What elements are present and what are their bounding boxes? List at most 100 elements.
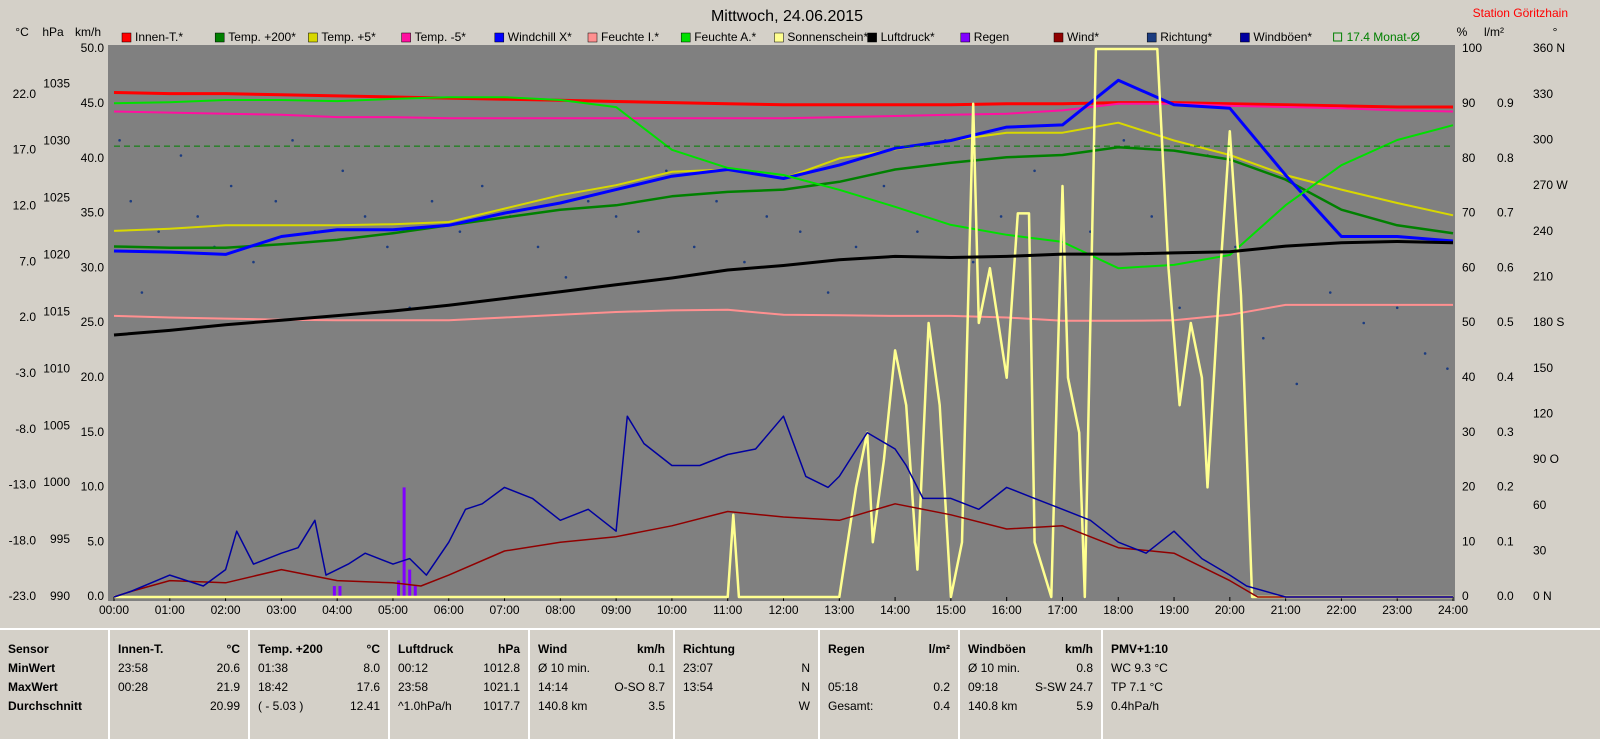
direction-dot <box>1423 352 1427 355</box>
y-tick-label: 50.0 <box>81 41 105 55</box>
axis-unit: % <box>1457 25 1468 39</box>
y-tick-label: 17.0 <box>13 143 37 157</box>
y-tick-label: 1005 <box>43 418 70 432</box>
direction-dot <box>586 199 590 203</box>
x-tick-label: 14:00 <box>880 603 910 617</box>
cell-right: 0.8 <box>1076 661 1093 675</box>
direction-dot <box>341 169 345 173</box>
y-tick-label: 60 <box>1533 498 1547 512</box>
cell-right: 5.9 <box>1076 699 1093 713</box>
table-column: Sensor MinWert MaxWert Durchschnitt <box>0 630 108 739</box>
column-title: Luftdruck <box>398 642 454 656</box>
y-tick-label: 1025 <box>43 190 70 204</box>
cell-left: Ø 10 min. <box>538 661 591 675</box>
series-line <box>113 415 1453 598</box>
station-name: Station Göritzhain <box>1473 6 1568 20</box>
column-title: Temp. +200 <box>258 642 323 656</box>
y-tick-label: 60 <box>1462 260 1476 274</box>
legend-label: Temp. -5* <box>415 30 467 44</box>
cell-right: N <box>801 661 810 675</box>
y-tick-label: 20.0 <box>81 370 105 384</box>
direction-dot <box>916 230 919 233</box>
cell-left: 00:28 <box>118 680 149 694</box>
axis-unit: hPa <box>42 25 64 39</box>
direction-dot <box>882 184 886 188</box>
x-tick-label: 12:00 <box>768 603 798 617</box>
series-line <box>113 240 1454 337</box>
direction-dot <box>854 245 858 249</box>
y-tick-label: 0.0 <box>1497 589 1514 603</box>
direction-dot <box>430 199 434 203</box>
cell-left: WC 9.3 °C <box>1111 661 1168 675</box>
y-tick-label: 330 <box>1533 87 1553 101</box>
column-unit: °C <box>226 642 240 656</box>
y-tick-label: 100 <box>1462 41 1482 55</box>
cell-left: 23:58 <box>118 661 149 675</box>
y-tick-label: 0.9 <box>1497 96 1514 110</box>
x-tick-label: 02:00 <box>211 603 241 617</box>
y-tick-label: 90 O <box>1533 452 1559 466</box>
legend-swatch <box>214 32 225 43</box>
cell-right: 0.4 <box>933 699 950 713</box>
table-column: Wind km/h Ø 10 min. 0.1 14:14 O-SO 8.7 140.8 k… <box>528 630 673 739</box>
direction-dot <box>1295 382 1299 386</box>
column-title: Regen <box>828 642 865 656</box>
y-tick-label: 40.0 <box>81 151 105 165</box>
rain-bar <box>408 569 412 597</box>
y-tick-label: 12.0 <box>13 199 37 213</box>
y-tick-label: 0.3 <box>1497 425 1514 439</box>
table-column: Windböen km/h Ø 10 min. 0.8 09:18 S-SW 24.7 14… <box>958 630 1101 739</box>
column-unit: km/h <box>1064 642 1093 656</box>
cell-left: 00:12 <box>398 661 429 675</box>
y-tick-label: 0.5 <box>1497 315 1514 329</box>
legend-label: Feuchte A.* <box>694 30 756 44</box>
series-line <box>113 91 1453 109</box>
legend-swatch <box>1333 32 1343 42</box>
cell-right: 17.6 <box>356 680 380 694</box>
y-tick-label: 30 <box>1462 425 1476 439</box>
column-title: Windböen <box>968 642 1026 656</box>
cell-left: 23:07 <box>683 661 714 675</box>
stats-table: Sensor MinWert MaxWert Durchschnitt Innen-T.… <box>0 628 1600 739</box>
y-tick-label: 45.0 <box>81 96 105 110</box>
axis-unit: ° <box>1553 25 1558 39</box>
y-tick-label: 50 <box>1462 315 1476 329</box>
cell-left: 13:54 <box>683 680 714 694</box>
legend-swatch <box>680 32 691 43</box>
cell-left: ^1.0hPa/h <box>398 699 452 713</box>
legend-label: Wind* <box>1067 30 1099 44</box>
y-tick-label: -18.0 <box>9 533 37 547</box>
table-column: Regen l/m² 05:18 0.2 Gesamt: 0.4 <box>818 630 958 739</box>
direction-dot <box>637 230 640 233</box>
chart: Mittwoch, 24.06.2015 Station Göritzhain … <box>9 6 1569 617</box>
cell-left: 14:14 <box>538 680 569 694</box>
legend-swatch <box>1240 32 1250 43</box>
x-tick-label: 19:00 <box>1159 603 1189 617</box>
direction-dot <box>140 291 144 294</box>
x-tick-label: 15:00 <box>936 603 966 617</box>
table-column: Luftdruck hPa 00:12 1012.8 23:58 1021.1 ^1.0hP… <box>388 630 528 739</box>
legend-label: Luftdruck* <box>881 30 935 44</box>
legend-label: Feuchte I.* <box>601 30 659 44</box>
x-tick-label: 08:00 <box>545 603 575 617</box>
series-line <box>113 145 1454 249</box>
y-tick-label: 25.0 <box>81 315 105 329</box>
cell-left: 23:58 <box>398 680 429 694</box>
y-tick-label: 40 <box>1462 370 1476 384</box>
y-tick-label: 30.0 <box>81 260 105 274</box>
legend-label: Innen-T.* <box>135 30 183 44</box>
y-tick-label: 1020 <box>43 247 70 261</box>
series-line <box>113 102 1454 120</box>
cell-left: 140.8 km <box>968 699 1018 713</box>
column-unit: km/h <box>636 642 665 656</box>
cell-left: 0.4hPa/h <box>1111 699 1160 713</box>
direction-dot <box>274 199 278 203</box>
cell-left: Ø 10 min. <box>968 661 1021 675</box>
rain-bar <box>413 586 417 597</box>
direction-dot <box>743 260 746 264</box>
y-tick-label: 150 <box>1533 361 1553 375</box>
direction-dot <box>1262 336 1265 340</box>
cell-left: 18:42 <box>258 680 289 694</box>
column-unit: hPa <box>497 642 520 656</box>
